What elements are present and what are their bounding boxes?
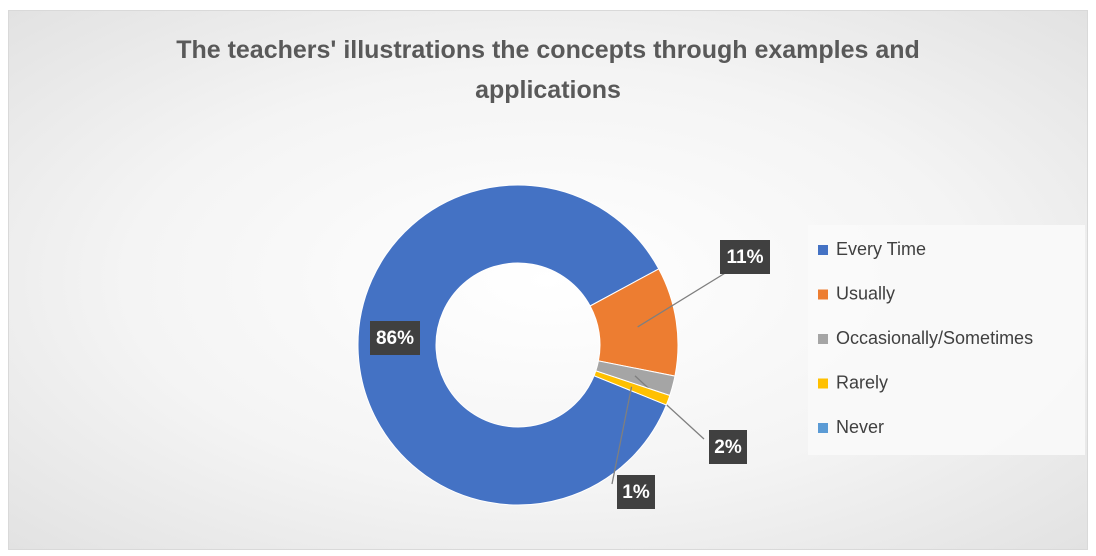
data-label: 11% [727,247,764,268]
data-label-box [720,240,770,274]
legend-box [808,225,1085,455]
data-label-box [709,430,747,464]
legend-swatch [818,245,828,255]
slice [357,184,668,506]
data-label: 86% [376,328,414,349]
data-label-box [370,321,420,355]
legend-label: Occasionally/Sometimes [836,328,1033,348]
data-label-box [617,475,655,509]
chart-title: The teachers' illustrations the concepts… [176,36,920,104]
legend-swatch [818,289,828,300]
data-label: 1% [622,482,650,503]
legend-label: Never [836,417,884,437]
legend-swatch [818,423,828,433]
legend-label: Usually [836,283,895,303]
leader-line [611,386,633,485]
legend-label: Every Time [836,239,926,259]
leader-line [634,375,705,440]
data-label: 2% [714,437,742,458]
legend-swatch [818,378,828,389]
legend-label: Rarely [836,372,888,392]
leader-line [637,266,736,328]
legend-swatch [818,334,828,344]
